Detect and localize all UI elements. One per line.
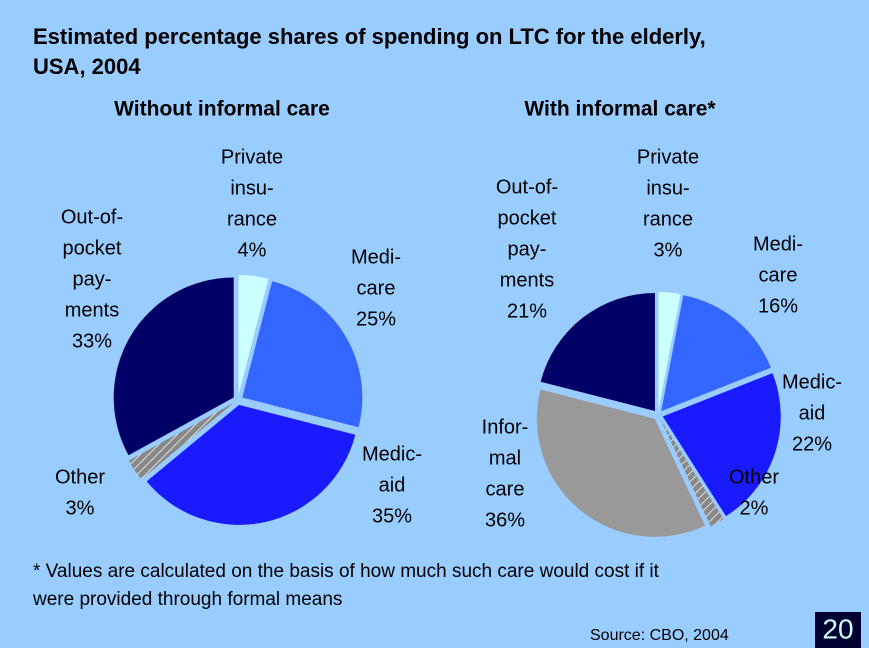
slice-label: Other	[729, 466, 779, 488]
slice-label: pay-	[508, 238, 547, 260]
slice-value-label: 36%	[485, 509, 525, 531]
slice-value-label: 21%	[507, 300, 547, 322]
pie-slice	[113, 277, 234, 456]
slice-label: care	[486, 478, 525, 500]
footnote: were provided through formal means	[32, 589, 342, 610]
slice-label: Private	[221, 146, 283, 168]
slice-label: pocket	[63, 237, 122, 259]
pie-slice	[536, 389, 706, 537]
slice-label: insu-	[230, 177, 273, 199]
footnote: * Values are calculated on the basis of …	[33, 561, 660, 582]
slice-label: rance	[643, 208, 693, 230]
slice-value-label: 3%	[66, 497, 95, 519]
slice-value-label: 25%	[356, 308, 396, 330]
pie-slice	[146, 404, 356, 525]
slice-label: Medi-	[753, 233, 803, 255]
slice-label: insu-	[646, 177, 689, 199]
slice-label: Infor-	[482, 416, 529, 438]
slice-label: aid	[799, 402, 826, 424]
chart-title: Without informal care	[114, 98, 330, 121]
slide-title: Estimated percentage shares of spending …	[33, 24, 706, 49]
pie-slice	[660, 419, 724, 527]
slice-value-label: 3%	[654, 239, 683, 261]
pie-slice	[242, 281, 363, 428]
slice-label: Medi-	[351, 246, 401, 268]
slice-value-label: 2%	[740, 497, 769, 519]
chart-title: With informal care*	[524, 98, 716, 121]
slice-label: care	[357, 277, 396, 299]
slice-label: mal	[489, 447, 521, 469]
slice-label: Medic-	[782, 371, 842, 393]
slice-label: Private	[637, 146, 699, 168]
slice-value-label: 4%	[238, 239, 267, 261]
slice-label: rance	[227, 208, 277, 230]
slice-label: pay-	[73, 268, 112, 290]
pie-slice	[128, 402, 234, 480]
slice-label: Other	[55, 466, 105, 488]
source: Source: CBO, 2004	[590, 627, 729, 644]
slice-label: Medic-	[362, 443, 422, 465]
slice-value-label: 35%	[372, 505, 412, 527]
slice-label: ments	[65, 299, 119, 321]
pie-slice	[238, 275, 269, 396]
pie-slice	[658, 292, 681, 411]
slide-title: USA, 2004	[33, 54, 141, 79]
slice-label: Out-of-	[496, 176, 558, 198]
slice-label: pocket	[498, 207, 557, 229]
slice-label: Out-of-	[61, 206, 123, 228]
slice-label: care	[759, 264, 798, 286]
pie-slice	[540, 293, 655, 412]
slice-value-label: 33%	[72, 330, 112, 352]
slice-value-label: 22%	[792, 433, 832, 455]
pie-slice	[661, 295, 771, 412]
slice-label: aid	[379, 474, 406, 496]
pie-slice	[662, 373, 781, 517]
slice-label: ments	[500, 269, 554, 291]
page-number: 20	[822, 613, 853, 644]
slice-value-label: 16%	[758, 295, 798, 317]
page-box	[815, 612, 861, 648]
